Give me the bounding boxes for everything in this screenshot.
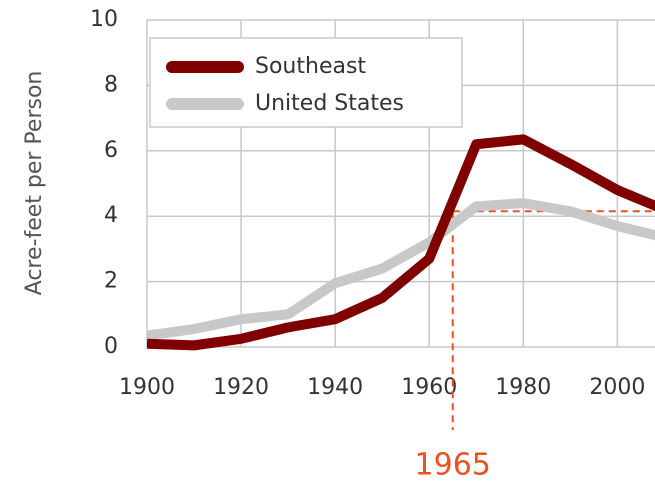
y-tick-label: 8 (104, 72, 118, 97)
x-tick-label: 1960 (401, 375, 457, 400)
legend-label: United States (255, 91, 404, 116)
y-tick-label: 2 (104, 269, 118, 294)
series-line (146, 134, 655, 351)
annotation-label: 1965 (415, 448, 491, 483)
x-tick-label: 1920 (213, 375, 269, 400)
y-tick-label: 4 (104, 203, 118, 228)
x-tick-label: 1980 (495, 375, 551, 400)
y-tick-label: 0 (104, 334, 118, 359)
legend-label: Southeast (255, 54, 366, 79)
series-line (146, 198, 655, 341)
x-tick-label: 1900 (119, 375, 175, 400)
y-axis-label: Acre-feet per Person (22, 71, 47, 296)
x-tick-label: 1940 (307, 375, 363, 400)
legend (149, 37, 463, 128)
y-tick-label: 10 (90, 7, 118, 32)
plot-area (146, 134, 655, 351)
x-tick-label: 2000 (589, 375, 645, 400)
y-tick-label: 6 (104, 138, 118, 163)
